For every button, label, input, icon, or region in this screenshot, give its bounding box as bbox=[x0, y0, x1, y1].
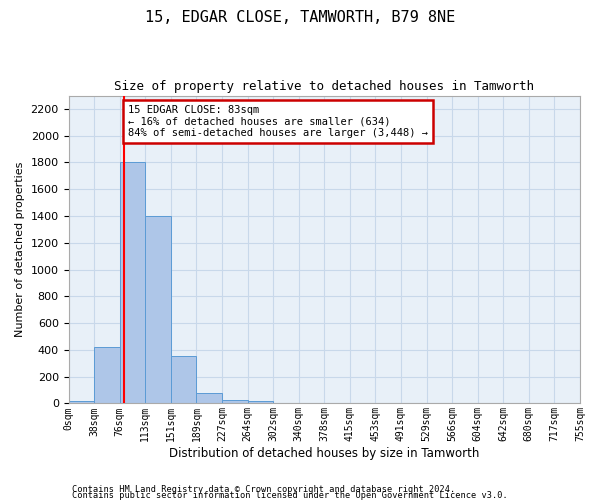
Y-axis label: Number of detached properties: Number of detached properties bbox=[15, 162, 25, 337]
X-axis label: Distribution of detached houses by size in Tamworth: Distribution of detached houses by size … bbox=[169, 447, 479, 460]
Text: Contains public sector information licensed under the Open Government Licence v3: Contains public sector information licen… bbox=[72, 491, 508, 500]
Text: 15, EDGAR CLOSE, TAMWORTH, B79 8NE: 15, EDGAR CLOSE, TAMWORTH, B79 8NE bbox=[145, 10, 455, 25]
Bar bbox=[94, 347, 119, 404]
Text: Contains HM Land Registry data © Crown copyright and database right 2024.: Contains HM Land Registry data © Crown c… bbox=[72, 485, 455, 494]
Bar bbox=[145, 216, 171, 404]
Bar bbox=[171, 356, 196, 404]
Bar bbox=[222, 400, 248, 404]
Bar bbox=[248, 402, 273, 404]
Bar bbox=[196, 394, 222, 404]
Title: Size of property relative to detached houses in Tamworth: Size of property relative to detached ho… bbox=[114, 80, 534, 93]
Text: 15 EDGAR CLOSE: 83sqm
← 16% of detached houses are smaller (634)
84% of semi-det: 15 EDGAR CLOSE: 83sqm ← 16% of detached … bbox=[128, 105, 428, 138]
Bar bbox=[119, 162, 145, 404]
Bar bbox=[68, 402, 94, 404]
